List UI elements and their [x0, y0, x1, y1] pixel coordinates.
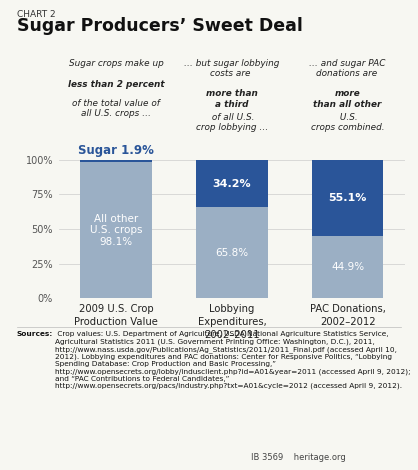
Text: U.S.
crops combined.: U.S. crops combined.	[311, 113, 385, 132]
Bar	[196, 160, 268, 207]
Text: more
than all other: more than all other	[314, 89, 382, 109]
Text: more than
a third: more than a third	[206, 89, 258, 109]
Text: of all U.S.
crop lobbying …: of all U.S. crop lobbying …	[196, 113, 268, 132]
Text: Sources:: Sources:	[17, 331, 53, 337]
Text: 55.1%: 55.1%	[329, 193, 367, 203]
Bar	[196, 207, 268, 298]
Text: of the total value of
all U.S. crops …: of the total value of all U.S. crops …	[72, 99, 160, 118]
Text: Sugar crops make up: Sugar crops make up	[69, 59, 164, 78]
Text: 34.2%: 34.2%	[213, 179, 251, 188]
Text: 44.9%: 44.9%	[331, 262, 364, 272]
Text: … and sugar PAC
donations are: … and sugar PAC donations are	[309, 59, 386, 78]
Text: IB 3569    heritage.org: IB 3569 heritage.org	[251, 453, 346, 462]
Bar	[312, 160, 383, 236]
Bar	[81, 160, 152, 163]
Text: All other
U.S. crops
98.1%: All other U.S. crops 98.1%	[90, 214, 143, 247]
Text: 65.8%: 65.8%	[215, 248, 249, 258]
Text: less than 2 percent: less than 2 percent	[68, 80, 165, 89]
Bar	[81, 163, 152, 298]
Text: CHART 2: CHART 2	[17, 10, 55, 19]
Text: Sugar Producers’ Sweet Deal: Sugar Producers’ Sweet Deal	[17, 17, 303, 35]
Bar	[312, 236, 383, 298]
Text: … but sugar lobbying
costs are: … but sugar lobbying costs are	[184, 59, 280, 78]
Text: Sugar 1.9%: Sugar 1.9%	[79, 144, 154, 157]
Text: Crop values: U.S. Department of Agriculture, USDA National Agriculture Statistic: Crop values: U.S. Department of Agricult…	[55, 331, 410, 389]
